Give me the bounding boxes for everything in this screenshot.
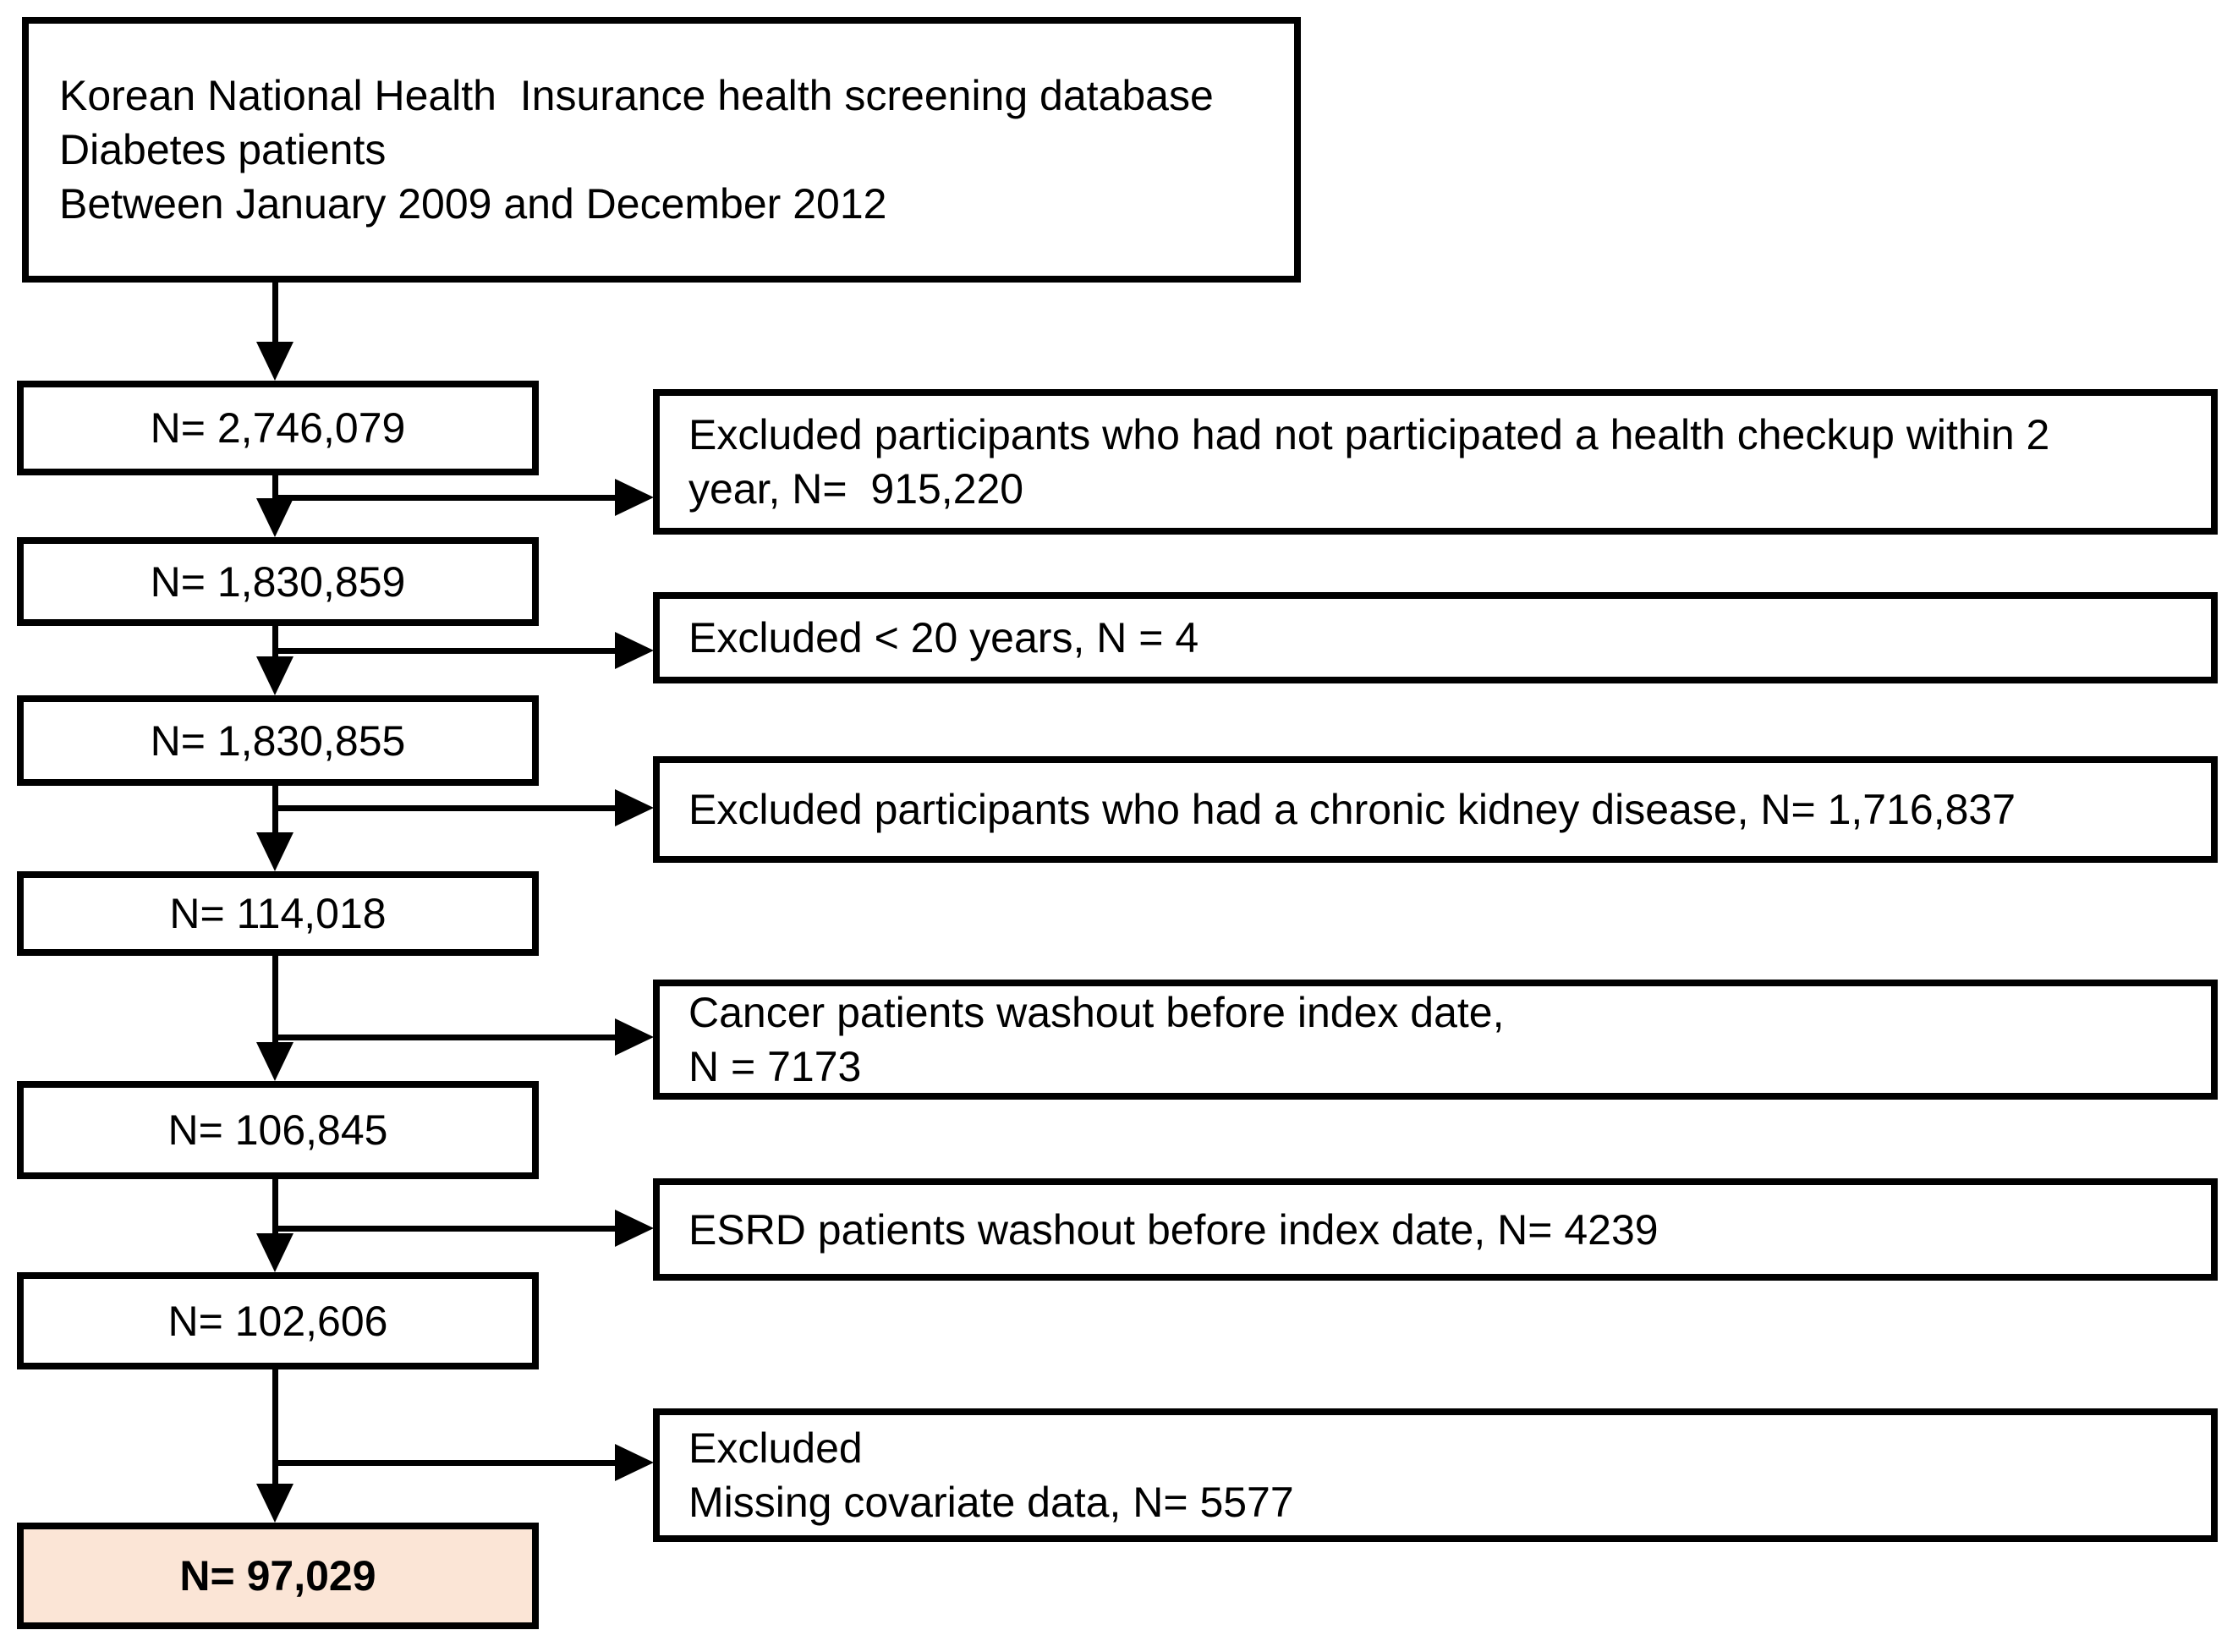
- source-line-period: Between January 2009 and December 2012: [59, 180, 887, 228]
- branch-line-exclusion-6: [275, 1460, 616, 1466]
- source-line-patients: Diabetes patients: [59, 126, 387, 173]
- cohort-box-2: N= 1,830,859: [17, 537, 539, 626]
- arrow-down-icon: [256, 498, 293, 537]
- exclusion-box-missing-covariate: Excluded Missing covariate data, N= 5577: [653, 1408, 2218, 1542]
- exclusion-box-health-checkup: Excluded participants who had not partic…: [653, 389, 2218, 535]
- exclusion-text-line: Excluded participants who had a chronic …: [688, 786, 2016, 833]
- cohort-box-4: N= 114,018: [17, 871, 539, 956]
- arrow-down-icon: [256, 656, 293, 695]
- flow-line-1-to-2: [272, 475, 278, 502]
- arrow-down-icon: [256, 832, 293, 871]
- cohort-count-6: N= 102,606: [167, 1297, 388, 1345]
- cohort-box-1: N= 2,746,079: [17, 381, 539, 475]
- branch-line-exclusion-2: [275, 648, 616, 654]
- exclusion-text-line: N = 7173: [688, 1043, 862, 1090]
- arrow-right-icon: [615, 632, 654, 669]
- arrow-right-icon: [615, 1444, 654, 1481]
- flow-line-2-to-3: [272, 626, 278, 660]
- branch-line-exclusion-1: [275, 495, 616, 501]
- exclusion-box-esrd-washout: ESRD patients washout before index date,…: [653, 1178, 2218, 1281]
- exclusion-text-line: Cancer patients washout before index dat…: [688, 989, 1505, 1036]
- exclusion-box-under-20: Excluded < 20 years, N = 4: [653, 592, 2218, 683]
- cohort-box-5: N= 106,845: [17, 1081, 539, 1179]
- arrow-right-icon: [615, 479, 654, 516]
- branch-line-exclusion-4: [275, 1035, 616, 1040]
- source-population-box: Korean National Health Insurance health …: [22, 17, 1301, 283]
- exclusion-text-line: Missing covariate data, N= 5577: [688, 1479, 1294, 1526]
- branch-line-exclusion-3: [275, 805, 616, 811]
- cohort-count-3: N= 1,830,855: [150, 716, 406, 765]
- cohort-box-6: N= 102,606: [17, 1272, 539, 1369]
- cohort-count-1: N= 2,746,079: [150, 404, 406, 452]
- arrow-down-icon: [256, 342, 293, 381]
- arrow-right-icon: [615, 789, 654, 826]
- flow-line-5-to-6: [272, 1179, 278, 1237]
- final-cohort-box: N= 97,029: [17, 1523, 539, 1629]
- exclusion-text-line: Excluded participants who had not partic…: [688, 411, 2050, 458]
- source-line-database: Korean National Health Insurance health …: [59, 72, 1214, 119]
- cohort-count-2: N= 1,830,859: [150, 557, 406, 606]
- flow-line-3-to-4: [272, 786, 278, 837]
- exclusion-text-line: ESRD patients washout before index date,…: [688, 1205, 1659, 1254]
- arrow-right-icon: [615, 1210, 654, 1247]
- arrow-down-icon: [256, 1484, 293, 1523]
- cohort-count-4: N= 114,018: [169, 890, 387, 937]
- exclusion-text-line: Excluded: [688, 1424, 863, 1472]
- flow-line-4-to-5: [272, 956, 278, 1046]
- exclusion-text-line: Excluded < 20 years, N = 4: [688, 614, 1199, 661]
- branch-line-exclusion-5: [275, 1226, 616, 1232]
- exclusion-box-chronic-kidney-disease: Excluded participants who had a chronic …: [653, 756, 2218, 863]
- final-cohort-count: N= 97,029: [179, 1552, 376, 1600]
- flow-line-6-to-final: [272, 1369, 278, 1486]
- arrow-down-icon: [256, 1233, 293, 1272]
- cohort-box-3: N= 1,830,855: [17, 695, 539, 786]
- exclusion-box-cancer-washout: Cancer patients washout before index dat…: [653, 980, 2218, 1100]
- arrow-right-icon: [615, 1018, 654, 1056]
- flow-line-source-to-1: [272, 283, 278, 347]
- exclusion-text-line: year, N= 915,220: [688, 465, 1024, 513]
- cohort-count-5: N= 106,845: [167, 1106, 388, 1154]
- arrow-down-icon: [256, 1042, 293, 1081]
